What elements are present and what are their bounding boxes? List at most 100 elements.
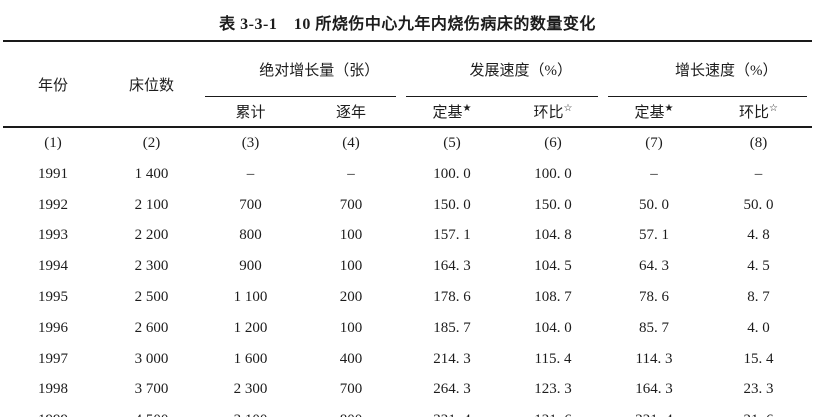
growth-speed-fixed-base-cell: 114. 3	[635, 350, 673, 367]
yearly-increase-cell: 100	[339, 227, 363, 244]
cumulative-increase-cell: 800	[239, 227, 262, 244]
statistics-table: 年份 床位数 绝对增长量（张） 发展速度（%） 增长速度（%） 累计 逐年 定基…	[3, 40, 813, 417]
growth-speed-fixed-base-cell: 57. 1	[639, 227, 670, 244]
dev-speed-fixed-base-cell: 157. 1	[433, 227, 471, 244]
dev-speed-chain-cell: 115. 4	[534, 350, 572, 367]
column-index: (4)	[342, 135, 360, 151]
subheader-label: 逐年	[336, 105, 367, 121]
year-cell: 1991	[38, 165, 68, 182]
beds-cell: 4 500	[103, 405, 200, 417]
table-row: 1997 3 000 1 600 400 214. 3 115. 4 114. …	[3, 344, 812, 375]
column-group-absolute-increase: 绝对增长量（张）	[200, 41, 401, 97]
filled-star-mark: ★	[462, 103, 472, 114]
growth-speed-chain-cell: 23. 3	[743, 381, 774, 398]
yearly-increase-cell: 800	[301, 405, 401, 417]
cumulative-increase-cell: 1 200	[233, 319, 268, 336]
column-index-row: (1) (2) (3) (4) (5) (6) (7) (8)	[3, 127, 812, 159]
beds-cell: 1 400	[134, 165, 169, 182]
dev-speed-fixed-base-cell: 264. 3	[433, 381, 471, 398]
growth-speed-chain-cell: 8. 7	[747, 289, 770, 306]
dev-speed-chain-cell: 123. 3	[534, 381, 572, 398]
yearly-increase-cell: 100	[339, 258, 363, 275]
header-sub-row: 累计 逐年 定基★ 环比☆ 定基★ 环比☆	[3, 97, 812, 127]
table-body: (1) (2) (3) (4) (5) (6) (7) (8) 1991 1 4…	[3, 127, 812, 417]
subheader-label: 环比	[739, 105, 770, 121]
column-header-dev-fixed-base: 定基★	[401, 97, 503, 127]
cumulative-increase-cell: 700	[239, 196, 262, 213]
yearly-increase-cell: 700	[339, 196, 363, 213]
cumulative-increase-cell: 3 100	[200, 405, 301, 417]
year-cell: 1994	[38, 258, 68, 275]
year-cell: 1992	[38, 196, 68, 213]
table-row: 1999 4 500 3 100 800 321. 4 121. 6 221. …	[3, 405, 812, 417]
growth-speed-chain-cell: –	[754, 165, 763, 182]
column-header-beds: 床位数	[128, 77, 174, 94]
growth-speed-fixed-base-cell: 164. 3	[635, 381, 673, 398]
dev-speed-chain-cell: 104. 8	[534, 227, 572, 244]
table-row: 1995 2 500 1 100 200 178. 6 108. 7 78. 6…	[3, 282, 812, 313]
beds-cell: 2 100	[134, 196, 169, 213]
column-index: (7)	[645, 135, 663, 151]
table-row: 1994 2 300 900 100 164. 3 104. 5 64. 3 4…	[3, 251, 812, 282]
dev-speed-chain-cell: 104. 5	[534, 258, 572, 275]
growth-speed-fixed-base-cell: –	[650, 165, 658, 182]
growth-speed-chain-cell: 21. 6	[705, 405, 812, 417]
yearly-increase-cell: –	[347, 165, 355, 182]
dev-speed-chain-cell: 100. 0	[534, 165, 572, 182]
beds-cell: 3 700	[134, 381, 169, 398]
subheader-label: 定基	[432, 105, 463, 121]
subheader-label: 环比	[533, 105, 564, 121]
growth-speed-chain-cell: 15. 4	[743, 350, 774, 367]
column-header-year: 年份	[37, 77, 68, 94]
cumulative-increase-cell: 900	[239, 258, 262, 275]
dev-speed-fixed-base-cell: 100. 0	[433, 165, 471, 182]
table-header: 年份 床位数 绝对增长量（张） 发展速度（%） 增长速度（%） 累计 逐年 定基…	[3, 41, 813, 127]
table-row: 1998 3 700 2 300 700 264. 3 123. 3 164. …	[3, 375, 812, 406]
table-row: 1991 1 400 – – 100. 0 100. 0 – –	[3, 159, 812, 190]
column-header-dev-chain: 环比☆	[503, 97, 603, 127]
year-cell: 1998	[38, 381, 68, 398]
column-group-growth-speed: 增长速度（%）	[603, 41, 812, 97]
table-row: 1992 2 100 700 700 150. 0 150. 0 50. 0 5…	[3, 190, 812, 221]
column-header-growth-fixed-base: 定基★	[603, 97, 705, 127]
column-group-label: 发展速度（%）	[469, 63, 573, 79]
growth-speed-chain-cell: 4. 0	[747, 319, 770, 336]
growth-speed-chain-cell: 4. 5	[747, 258, 770, 275]
table-row: 1996 2 600 1 200 100 185. 7 104. 0 85. 7…	[3, 313, 812, 344]
yearly-increase-cell: 400	[339, 350, 363, 367]
year-cell: 1996	[38, 319, 68, 336]
column-header-growth-chain: 环比☆	[705, 97, 812, 127]
dev-speed-fixed-base-cell: 214. 3	[433, 350, 471, 367]
header-group-row: 年份 床位数 绝对增长量（张） 发展速度（%） 增长速度（%）	[3, 41, 812, 97]
yearly-increase-cell: 200	[339, 289, 363, 306]
column-index: (6)	[544, 135, 562, 151]
column-index: (8)	[749, 135, 768, 151]
column-index: (1)	[44, 135, 62, 151]
table-row: 1993 2 200 800 100 157. 1 104. 8 57. 1 4…	[3, 221, 812, 252]
dev-speed-fixed-base-cell: 321. 4	[401, 405, 503, 417]
yearly-increase-cell: 700	[339, 381, 363, 398]
beds-cell: 3 000	[134, 350, 169, 367]
column-index: (3)	[241, 135, 260, 151]
subheader-label: 定基	[634, 105, 665, 121]
dev-speed-chain-cell: 121. 6	[503, 405, 603, 417]
cumulative-increase-cell: –	[246, 165, 255, 182]
growth-speed-chain-cell: 50. 0	[743, 196, 774, 213]
growth-speed-fixed-base-cell: 64. 3	[639, 258, 670, 275]
column-header-yearly: 逐年	[301, 97, 401, 127]
beds-cell: 2 600	[134, 319, 169, 336]
dev-speed-fixed-base-cell: 164. 3	[433, 258, 471, 275]
yearly-increase-cell: 100	[339, 319, 363, 336]
growth-speed-fixed-base-cell: 78. 6	[639, 289, 670, 306]
dev-speed-chain-cell: 104. 0	[534, 319, 572, 336]
growth-speed-fixed-base-cell: 50. 0	[639, 196, 670, 213]
dev-speed-fixed-base-cell: 185. 7	[433, 319, 471, 336]
growth-speed-fixed-base-cell: 221. 4	[603, 405, 705, 417]
column-header-cumulative: 累计	[200, 97, 301, 127]
cumulative-increase-cell: 1 100	[233, 289, 268, 306]
subheader-label: 累计	[235, 105, 266, 121]
growth-speed-fixed-base-cell: 85. 7	[639, 319, 670, 336]
open-star-mark: ☆	[769, 103, 778, 114]
open-star-mark: ☆	[563, 103, 573, 114]
